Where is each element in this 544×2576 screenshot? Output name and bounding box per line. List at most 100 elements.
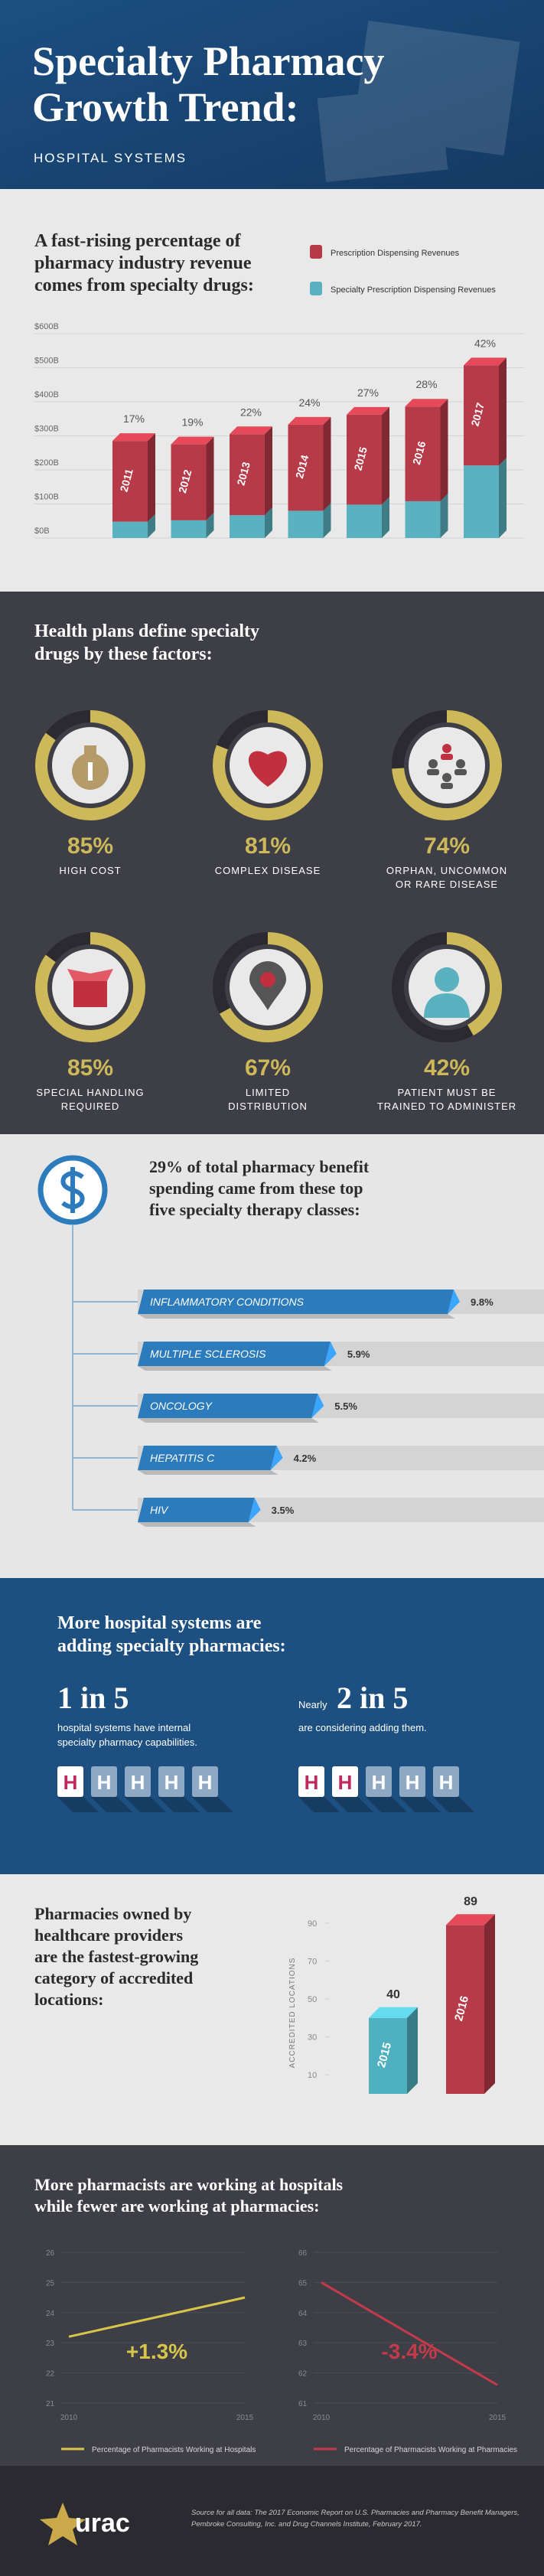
bar [405, 501, 441, 538]
y-tick-label: $0B [34, 527, 50, 536]
bar-label: HEPATITIS C [150, 1452, 215, 1464]
icon [454, 769, 467, 775]
bar-top [464, 357, 507, 366]
bar-top [369, 2007, 418, 2018]
bar-year: 2012 [176, 468, 194, 494]
share-label: 28% [415, 378, 437, 390]
factor-label: DISTRIBUTION [228, 1101, 308, 1112]
bar-side [323, 416, 331, 511]
x-tick-label: 2010 [313, 2414, 331, 2422]
y-tick-label: 26 [46, 2249, 55, 2258]
bar-end [324, 1342, 337, 1366]
bar [405, 406, 441, 501]
factor-label: TRAINED TO ADMINISTER [377, 1101, 516, 1112]
page-title: Growth Trend: [32, 84, 299, 130]
chart-title: are the fastest-growing [34, 1947, 198, 1966]
x-tick-label: 2015 [236, 2414, 254, 2422]
share-label: 22% [240, 406, 262, 418]
section-title: More hospital systems are [57, 1613, 262, 1633]
bar-label: INFLAMMATORY CONDITIONS [150, 1296, 305, 1308]
hospital-icon [125, 1766, 151, 1797]
bar [112, 441, 148, 522]
y-tick-label: $200B [34, 458, 59, 468]
bar-year: 2013 [234, 461, 252, 487]
bar-side [382, 497, 389, 538]
change-label: +1.3% [126, 2340, 187, 2363]
icon [428, 759, 438, 768]
icon [84, 745, 96, 755]
dollar-icon [60, 1167, 85, 1213]
legend-swatch [310, 245, 322, 259]
icon [67, 969, 113, 981]
stat-text: are considering adding them. [298, 1722, 427, 1733]
factor-value: 42% [424, 1055, 470, 1081]
bar-value: 5.9% [347, 1348, 370, 1360]
chart-title: comes from specialty drugs: [34, 276, 254, 295]
hospital-icon [366, 1766, 392, 1797]
y-tick-label: $600B [34, 322, 59, 331]
share-label: 24% [298, 396, 320, 409]
bar [138, 1446, 277, 1470]
header-decoration [317, 20, 520, 183]
bar-top [112, 433, 155, 442]
x-tick-label: 2010 [60, 2414, 78, 2422]
bar-label: ONCOLOGY [150, 1400, 213, 1412]
bar-year: 2014 [293, 454, 311, 480]
icon-shadow [125, 1797, 166, 1812]
bar-shadow [138, 1418, 320, 1423]
y-tick-label: $500B [34, 357, 59, 366]
bar [464, 465, 499, 538]
factor-label: LIMITED [246, 1087, 290, 1098]
bar-side [206, 512, 214, 538]
bar-year: 2015 [351, 445, 370, 471]
bar-shadow [138, 1522, 256, 1527]
hospital-icon [57, 1766, 83, 1797]
section-title: adding specialty pharmacies: [57, 1636, 286, 1656]
legend-label: Prescription Dispensing Revenues [331, 249, 460, 258]
hospital-letter: H [406, 1771, 420, 1794]
y-tick-label: 10 [308, 2071, 317, 2080]
bar-shadow [138, 1314, 455, 1319]
y-tick-label: 65 [298, 2279, 308, 2287]
icon [456, 759, 465, 768]
y-tick-label: 70 [308, 1957, 317, 1966]
y-tick-label: 30 [308, 2033, 317, 2043]
icon [442, 773, 451, 782]
factor-label: SPECIAL HANDLING [36, 1087, 144, 1098]
icon [441, 754, 453, 760]
factor-label: HIGH COST [59, 865, 121, 876]
y-tick-label: 25 [46, 2279, 55, 2287]
bar-end [248, 1498, 261, 1522]
share-label: 17% [123, 412, 145, 425]
y-tick-label: 66 [298, 2249, 308, 2258]
factor-value: 74% [424, 833, 470, 859]
icon [442, 744, 451, 753]
section-title: More pharmacists are working at hospital… [34, 2175, 344, 2194]
bar-top [347, 406, 389, 415]
line [321, 2281, 498, 2386]
icon-shadow [158, 1797, 200, 1812]
bar-end [270, 1446, 283, 1470]
bar-side [382, 406, 389, 505]
stat-text: specialty pharmacy capabilities. [57, 1736, 197, 1748]
ring-arc [392, 710, 502, 820]
factor-label: OR RARE DISEASE [396, 879, 498, 890]
bar-side [148, 433, 155, 522]
chart-title: Pharmacies owned by [34, 1904, 191, 1923]
y-tick-label: 50 [308, 1995, 317, 2004]
bar [230, 434, 265, 516]
section-title: while fewer are working at pharmacies: [34, 2196, 320, 2216]
hospital-letter: H [198, 1771, 213, 1794]
ring-arc [219, 932, 323, 1042]
y-tick-label: $300B [34, 425, 59, 434]
hospital-icon [192, 1766, 218, 1797]
hospital-letter: H [338, 1771, 353, 1794]
stat-prefix: Nearly [298, 1699, 327, 1710]
logo-star [40, 2503, 86, 2545]
icon [427, 769, 439, 775]
chart-title: locations: [34, 1990, 103, 2009]
legend-label: Specialty Prescription Dispensing Revenu… [331, 285, 496, 295]
bar-year: 2016 [410, 439, 428, 465]
footer-background [0, 2466, 544, 2576]
stat-ratio: 1 in 5 [57, 1681, 129, 1715]
